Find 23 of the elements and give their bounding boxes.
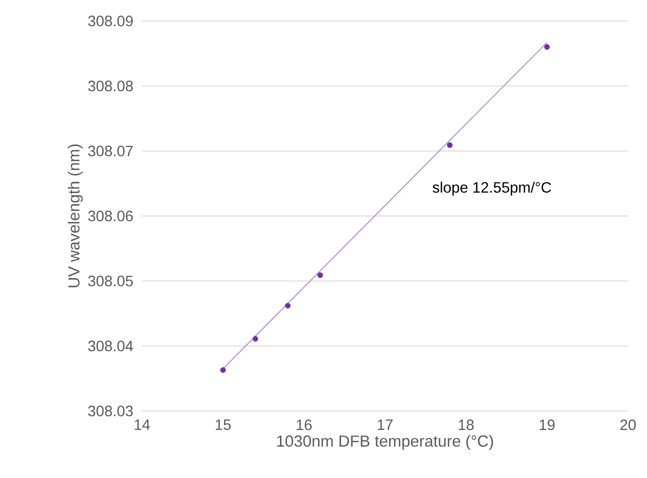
- x-tick-label: 15: [216, 420, 231, 430]
- x-tick-label: 17: [378, 420, 393, 430]
- point: [447, 142, 453, 148]
- y-tick-label: 308.06: [88, 210, 133, 222]
- annotation: slope 12.55pm/°C: [432, 182, 552, 196]
- x-tick-label: 19: [540, 420, 555, 430]
- y-tick-label: 308.08: [88, 80, 133, 92]
- y-tick-label: 308.07: [88, 146, 133, 156]
- point: [285, 302, 291, 308]
- x-axis-title: 1030nm DFB temperature (°C): [277, 435, 493, 450]
- x-tick-label: 18: [458, 420, 474, 430]
- y-tick-label: 308.09: [88, 16, 133, 26]
- point: [220, 367, 226, 373]
- point: [252, 336, 258, 342]
- y-tick-label: 308.03: [88, 406, 133, 416]
- y-tick-label: 308.05: [88, 276, 133, 286]
- point: [317, 272, 324, 278]
- y-tick-label: 308.04: [88, 340, 134, 352]
- x-tick-label: 14: [134, 420, 150, 430]
- y-axis-title: UV wavelength (nm): [68, 144, 83, 288]
- point: [544, 44, 550, 50]
- x-tick-label: 16: [296, 420, 312, 430]
- x-tick-label: 20: [620, 420, 636, 430]
